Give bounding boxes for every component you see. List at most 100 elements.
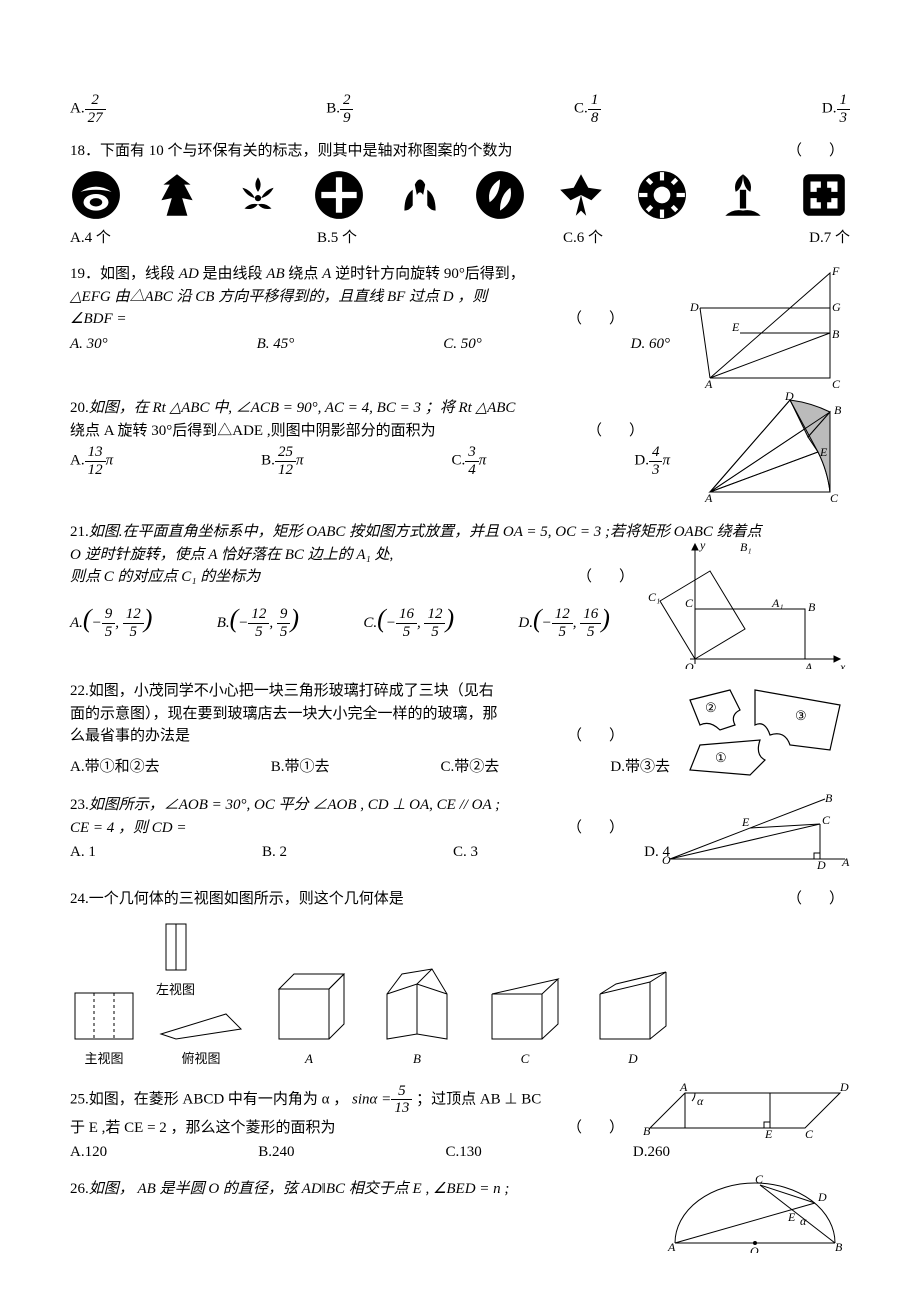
q25-stem: 25.如图，在菱形 ABCD 中有一内角为 α ， sinα =513 ；过顶点… [70,1083,630,1140]
question-24: 24.一个几何体的三视图如图所示，则这个几何体是 （ ） 主视图 左视图 俯视图… [70,888,850,1069]
q26-stem: 26.如图， AB 是半圆 O 的直径，弦 AD‖BC 相交于点 E , ∠BE… [70,1178,630,1201]
q22-diagram: ②③① [670,680,850,780]
svg-text:C: C [685,596,694,610]
q19-diagram: A C BG F D E [680,263,850,388]
svg-text:③: ③ [795,708,807,723]
q24-solid-c: C [480,964,570,1069]
svg-text:A: A [679,1083,688,1094]
q17-options: A.227 B.29 C.18 D.13 [70,92,850,126]
svg-text:D: D [816,858,826,869]
svg-text:A: A [704,377,713,388]
q21-options: A.(−95, 125) B.(−125, 95) C.(−165, 125) … [70,599,610,641]
q25-diagram: AD BC Eα [640,1083,850,1138]
q20-options: A.1312π B.2512π C.34π D.43π [70,444,670,478]
eco-logo-1 [70,169,122,221]
svg-text:C: C [832,377,841,388]
q22-opt-c: C.带②去 [441,756,500,779]
svg-text:B: B [643,1124,651,1138]
svg-text:O: O [685,660,694,669]
q19-opt-a: A. 30° [70,333,108,356]
q23-opt-a: A. 1 [70,841,96,864]
q24-solid-a: A [264,964,354,1069]
svg-text:E: E [731,320,740,334]
svg-text:A: A [704,491,713,502]
svg-text:E: E [819,445,828,459]
q17-opt-b: B.29 [326,92,353,126]
question-19: AC BG FD E 19．如图，线段 AD 是由线段 AB 绕点 A 逆时针方… [70,263,850,383]
q24-front-view: 主视图 [70,988,138,1069]
eco-logo-5 [394,169,446,221]
eco-logo-3 [232,169,284,221]
q24-stem: 24.一个几何体的三视图如图所示，则这个几何体是 （ ） [70,888,850,911]
svg-text:B₁: B₁ [740,540,752,554]
q18-stem: 18．下面有 10 个与环保有关的标志，则其中是轴对称图案的个数为 （ ） [70,140,850,163]
svg-text:B: B [825,794,833,805]
q18-options: A.4 个 B.5 个 C.6 个 D.7 个 [70,227,850,250]
q23-options: A. 1 B. 2 C. 3 D. 4 [70,841,670,864]
q21-opt-d: D.(−125, 165) [518,599,610,641]
q17-opt-c: C.18 [574,92,601,126]
svg-text:F: F [831,264,840,278]
svg-text:B: B [832,327,840,341]
svg-text:A: A [804,660,813,669]
q24-side-view: 左视图 俯视图 [156,919,246,1069]
q22-opt-b: B.带①去 [271,756,330,779]
q26-diagram: AB CD EO α [660,1173,850,1253]
svg-text:B: B [834,403,842,417]
q23-opt-b: B. 2 [262,841,287,864]
svg-text:G: G [832,300,841,314]
q17-opt-d: D.13 [822,92,850,126]
eco-logo-4 [313,169,365,221]
svg-text:D: D [784,392,794,403]
svg-text:C: C [805,1127,814,1138]
q21-opt-b: B.(−125, 95) [217,599,299,641]
answer-paren: （ ） [567,817,630,840]
q20-opt-c: C.34π [452,444,487,478]
q20-opt-b: B.2512π [261,444,303,478]
q22-options: A.带①和②去 B.带①去 C.带②去 D.带③去 [70,756,670,779]
q21-diagram: OA BC A₁B₁ C₁ xy [640,539,850,669]
q25-opt-d: D.260 [633,1141,670,1164]
q19-opt-c: C. 50° [443,333,482,356]
svg-text:C₁: C₁ [648,590,660,604]
svg-text:O: O [750,1244,759,1253]
q23-opt-c: C. 3 [453,841,478,864]
svg-text:E: E [764,1127,773,1138]
eco-logo-7 [555,169,607,221]
svg-text:A: A [667,1240,676,1253]
question-23: OA BC DE 23.如图所示，∠AOB = 30°, OC 平分 ∠AOB … [70,794,850,874]
q18-opt-d: D.7 个 [809,227,850,250]
q19-opt-d: D. 60° [631,333,670,356]
eco-logo-6 [474,169,526,221]
q18-opt-b: B.5 个 [317,227,357,250]
q19-options: A. 30° B. 45° C. 50° D. 60° [70,333,670,356]
q21-opt-c: C.(−165, 125) [363,599,454,641]
q22-stem: 22.如图，小茂同学不小心把一块三角形玻璃打碎成了三块（见右 面的示意图），现在… [70,680,630,748]
svg-text:C: C [822,813,831,827]
svg-text:E: E [741,815,750,829]
svg-text:α: α [697,1094,704,1108]
q25-opt-b: B.240 [258,1141,294,1164]
question-26: AB CD EO α 26.如图， AB 是半圆 O 的直径，弦 AD‖BC 相… [70,1178,850,1253]
question-18: 18．下面有 10 个与环保有关的标志，则其中是轴对称图案的个数为 （ ） A.… [70,140,850,249]
answer-paren: （ ） [567,725,630,748]
svg-text:D: D [689,300,699,314]
q17-opt-a: A.227 [70,92,106,126]
q23-stem: 23.如图所示，∠AOB = 30°, OC 平分 ∠AOB , CD ⊥ OA… [70,794,630,839]
q21-opt-a: A.(−95, 125) [70,599,152,641]
question-25: AD BC Eα 25.如图，在菱形 ABCD 中有一内角为 α ， sinα … [70,1083,850,1164]
q20-stem: 20.如图，在 Rt △ABC 中, ∠ACB = 90°, AC = 4, B… [70,397,650,442]
svg-text:x: x [839,660,846,669]
answer-paren: （ ） [587,420,650,443]
svg-text:D: D [817,1190,827,1204]
svg-text:E: E [787,1210,796,1224]
q25-opt-c: C.130 [446,1141,482,1164]
answer-paren: （ ） [567,308,630,331]
svg-text:α: α [800,1214,807,1228]
svg-text:①: ① [715,750,727,765]
svg-text:y: y [699,539,706,552]
q25-options: A.120 B.240 C.130 D.260 [70,1141,670,1164]
eco-logo-9 [717,169,769,221]
q22-opt-a: A.带①和②去 [70,756,160,779]
svg-text:B: B [808,600,816,614]
